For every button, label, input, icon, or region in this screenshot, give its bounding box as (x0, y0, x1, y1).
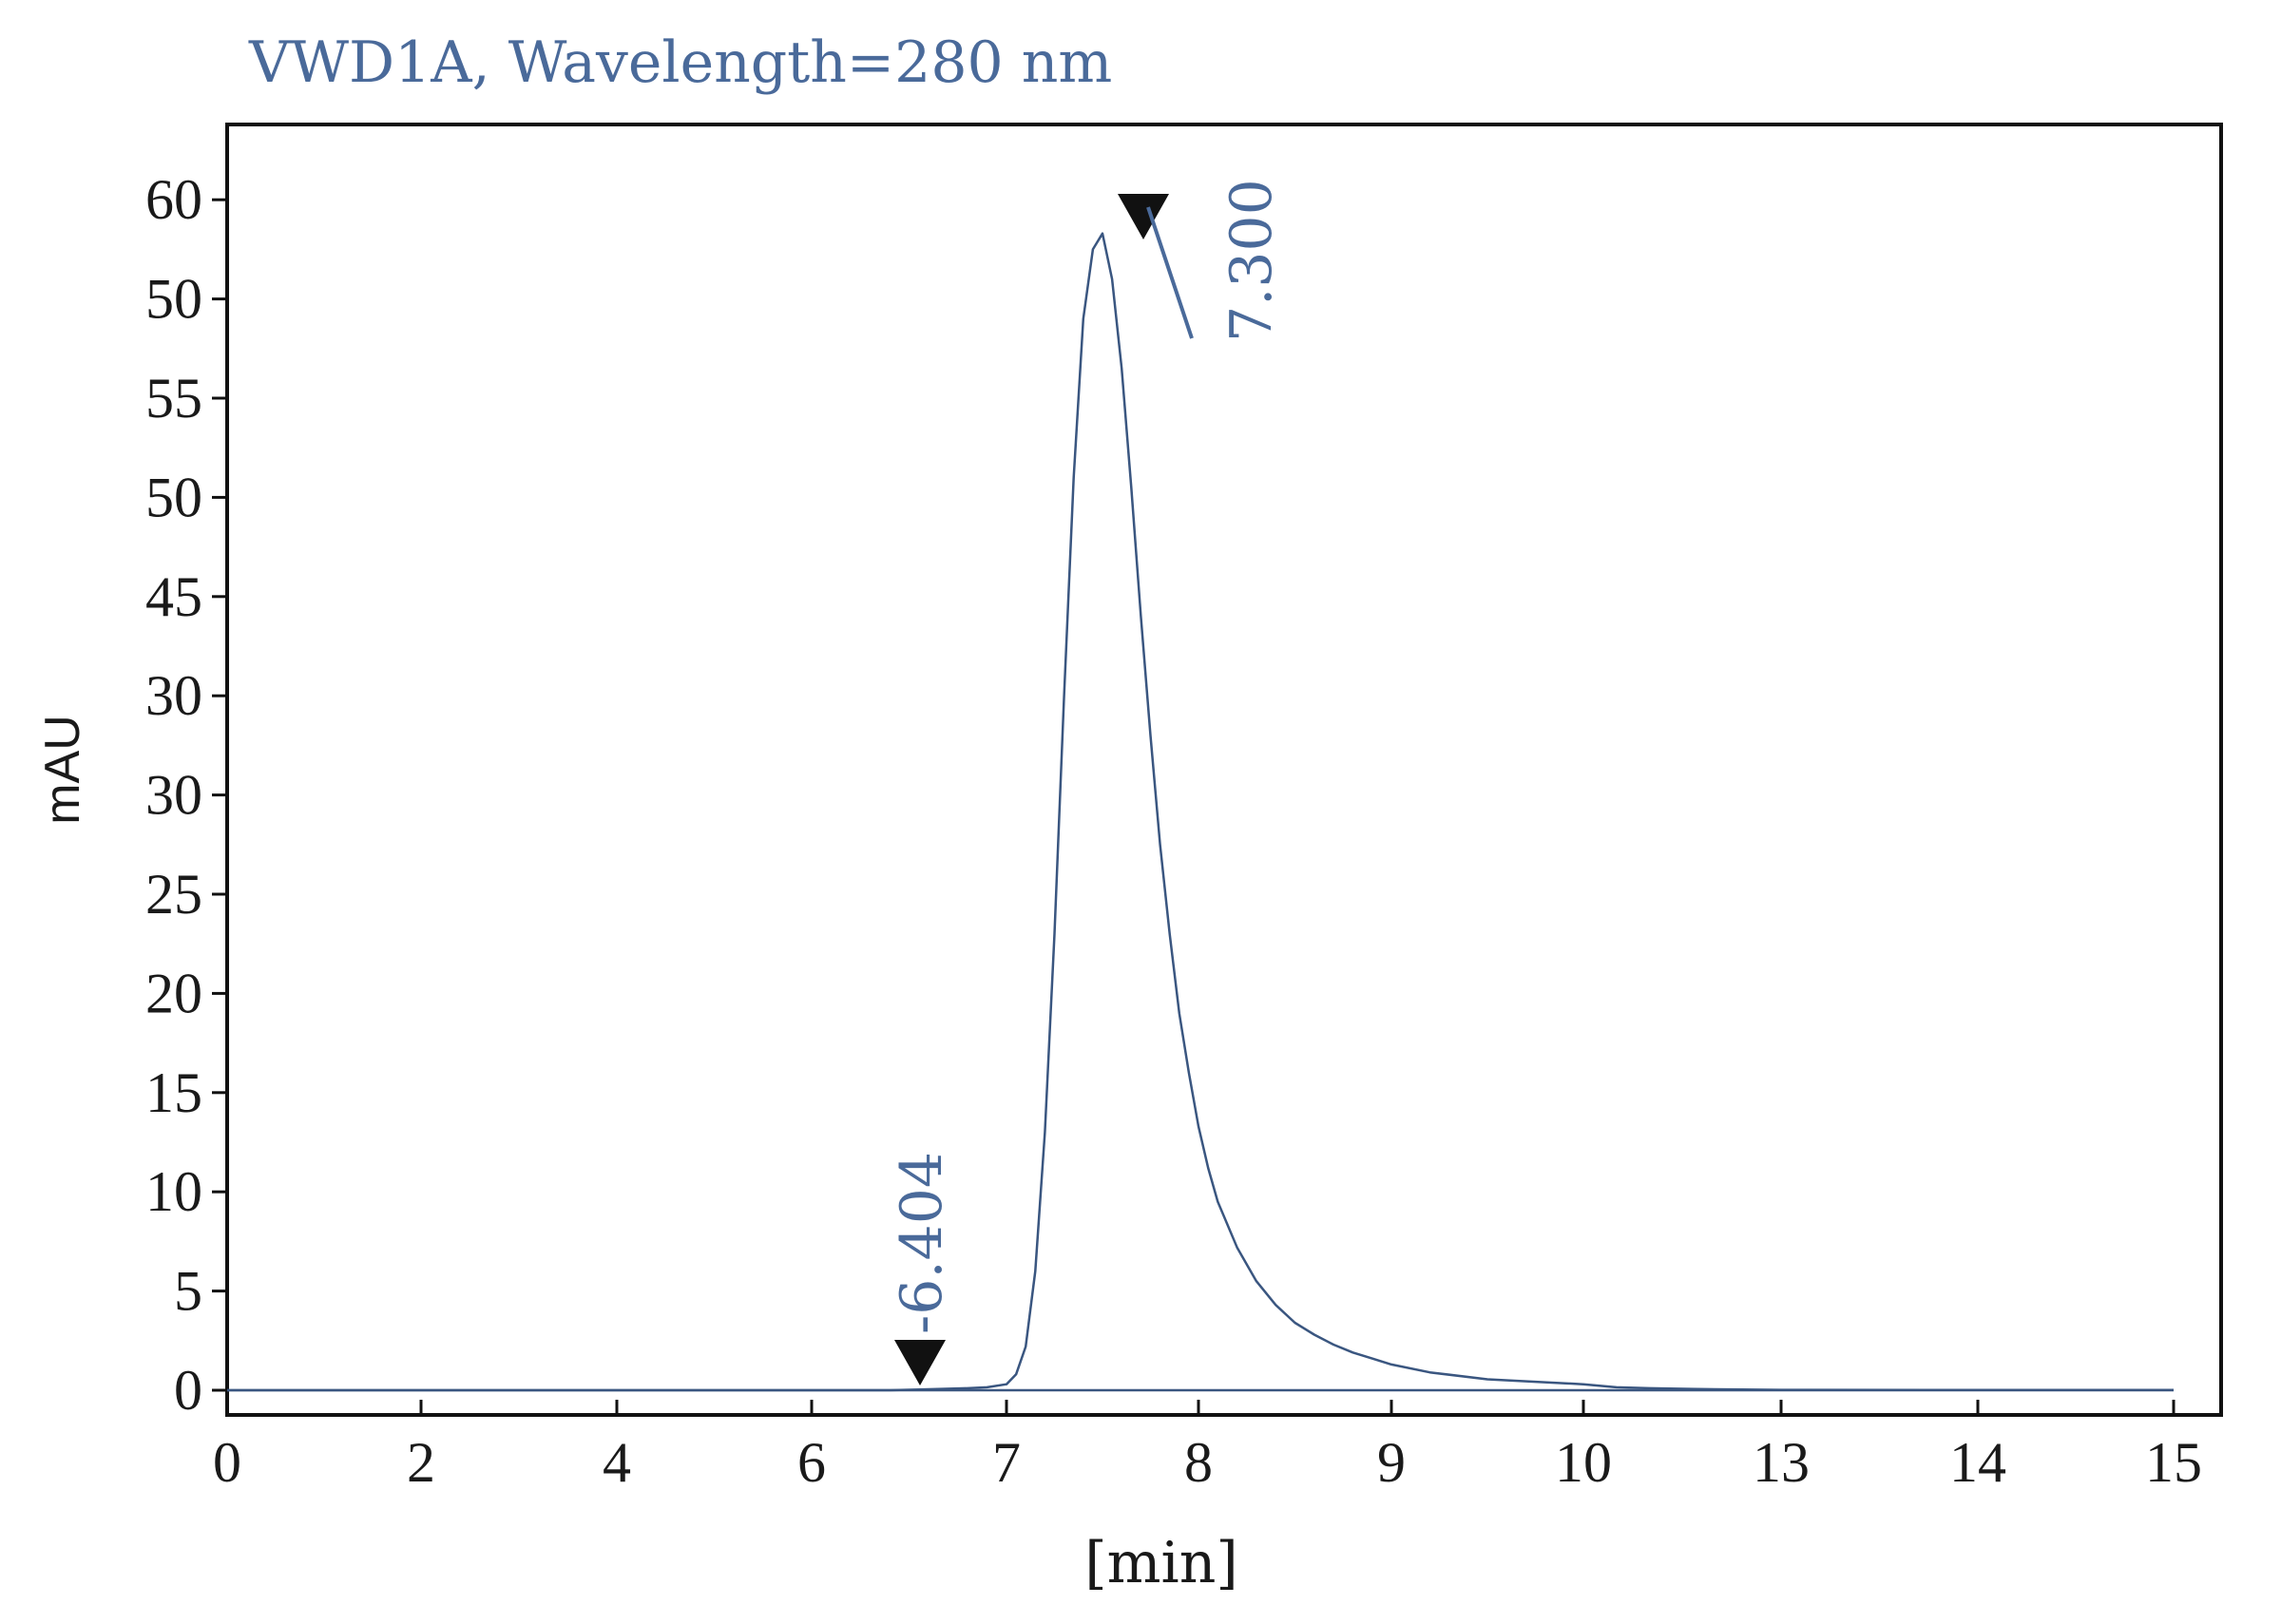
x-tick-label: 0 (213, 1431, 241, 1494)
y-tick-label: 55 (145, 367, 202, 430)
y-tick-label: 30 (145, 664, 202, 727)
x-tick-label: 13 (1753, 1431, 1810, 1494)
y-tick-label: 5 (174, 1260, 202, 1323)
y-tick-label: 0 (174, 1359, 202, 1422)
peak-apex-leader (1146, 206, 1194, 339)
x-tick-label: 14 (1949, 1431, 2006, 1494)
y-tick-label: 10 (145, 1160, 202, 1223)
y-tick-label: 15 (145, 1061, 202, 1124)
x-tick-label: 4 (603, 1431, 631, 1494)
plot-frame (225, 123, 2223, 1417)
y-tick-label: 25 (145, 863, 202, 926)
y-tick-label: 60 (145, 168, 202, 231)
x-tick-label: 2 (407, 1431, 435, 1494)
x-tick-label: 15 (2145, 1431, 2202, 1494)
signal-trace (227, 232, 2174, 1392)
peak-apex-label: 7.300 (1218, 179, 1285, 342)
y-axis-ticks: 0 5 10 15 20 25 30 30 45 50 55 50 60 (145, 168, 227, 1422)
x-tick-label: 10 (1555, 1431, 1612, 1494)
x-tick-label: 6 (797, 1431, 826, 1494)
peak-start-marker (894, 1340, 946, 1385)
x-axis-ticks: 0 2 4 6 7 8 9 10 13 14 15 (213, 1400, 2202, 1494)
chart-title: VWD1A, Wavelength=280 nm (248, 29, 1112, 96)
peak-start-label: -6.404 (889, 1152, 955, 1334)
y-tick-label: 50 (145, 466, 202, 528)
y-tick-label: 45 (145, 565, 202, 628)
x-tick-label: 7 (992, 1431, 1021, 1494)
x-tick-label: 9 (1377, 1431, 1406, 1494)
peak-annotations: -6.404 7.300 (889, 179, 1285, 1385)
y-tick-label: 30 (145, 764, 202, 827)
peak-apex-marker (1118, 194, 1169, 239)
x-axis-label: [min] (1084, 1530, 1238, 1596)
x-tick-label: 8 (1184, 1431, 1213, 1494)
y-axis-label: mAU (35, 715, 90, 825)
y-tick-label: 50 (145, 268, 202, 331)
y-tick-label: 20 (145, 962, 202, 1024)
